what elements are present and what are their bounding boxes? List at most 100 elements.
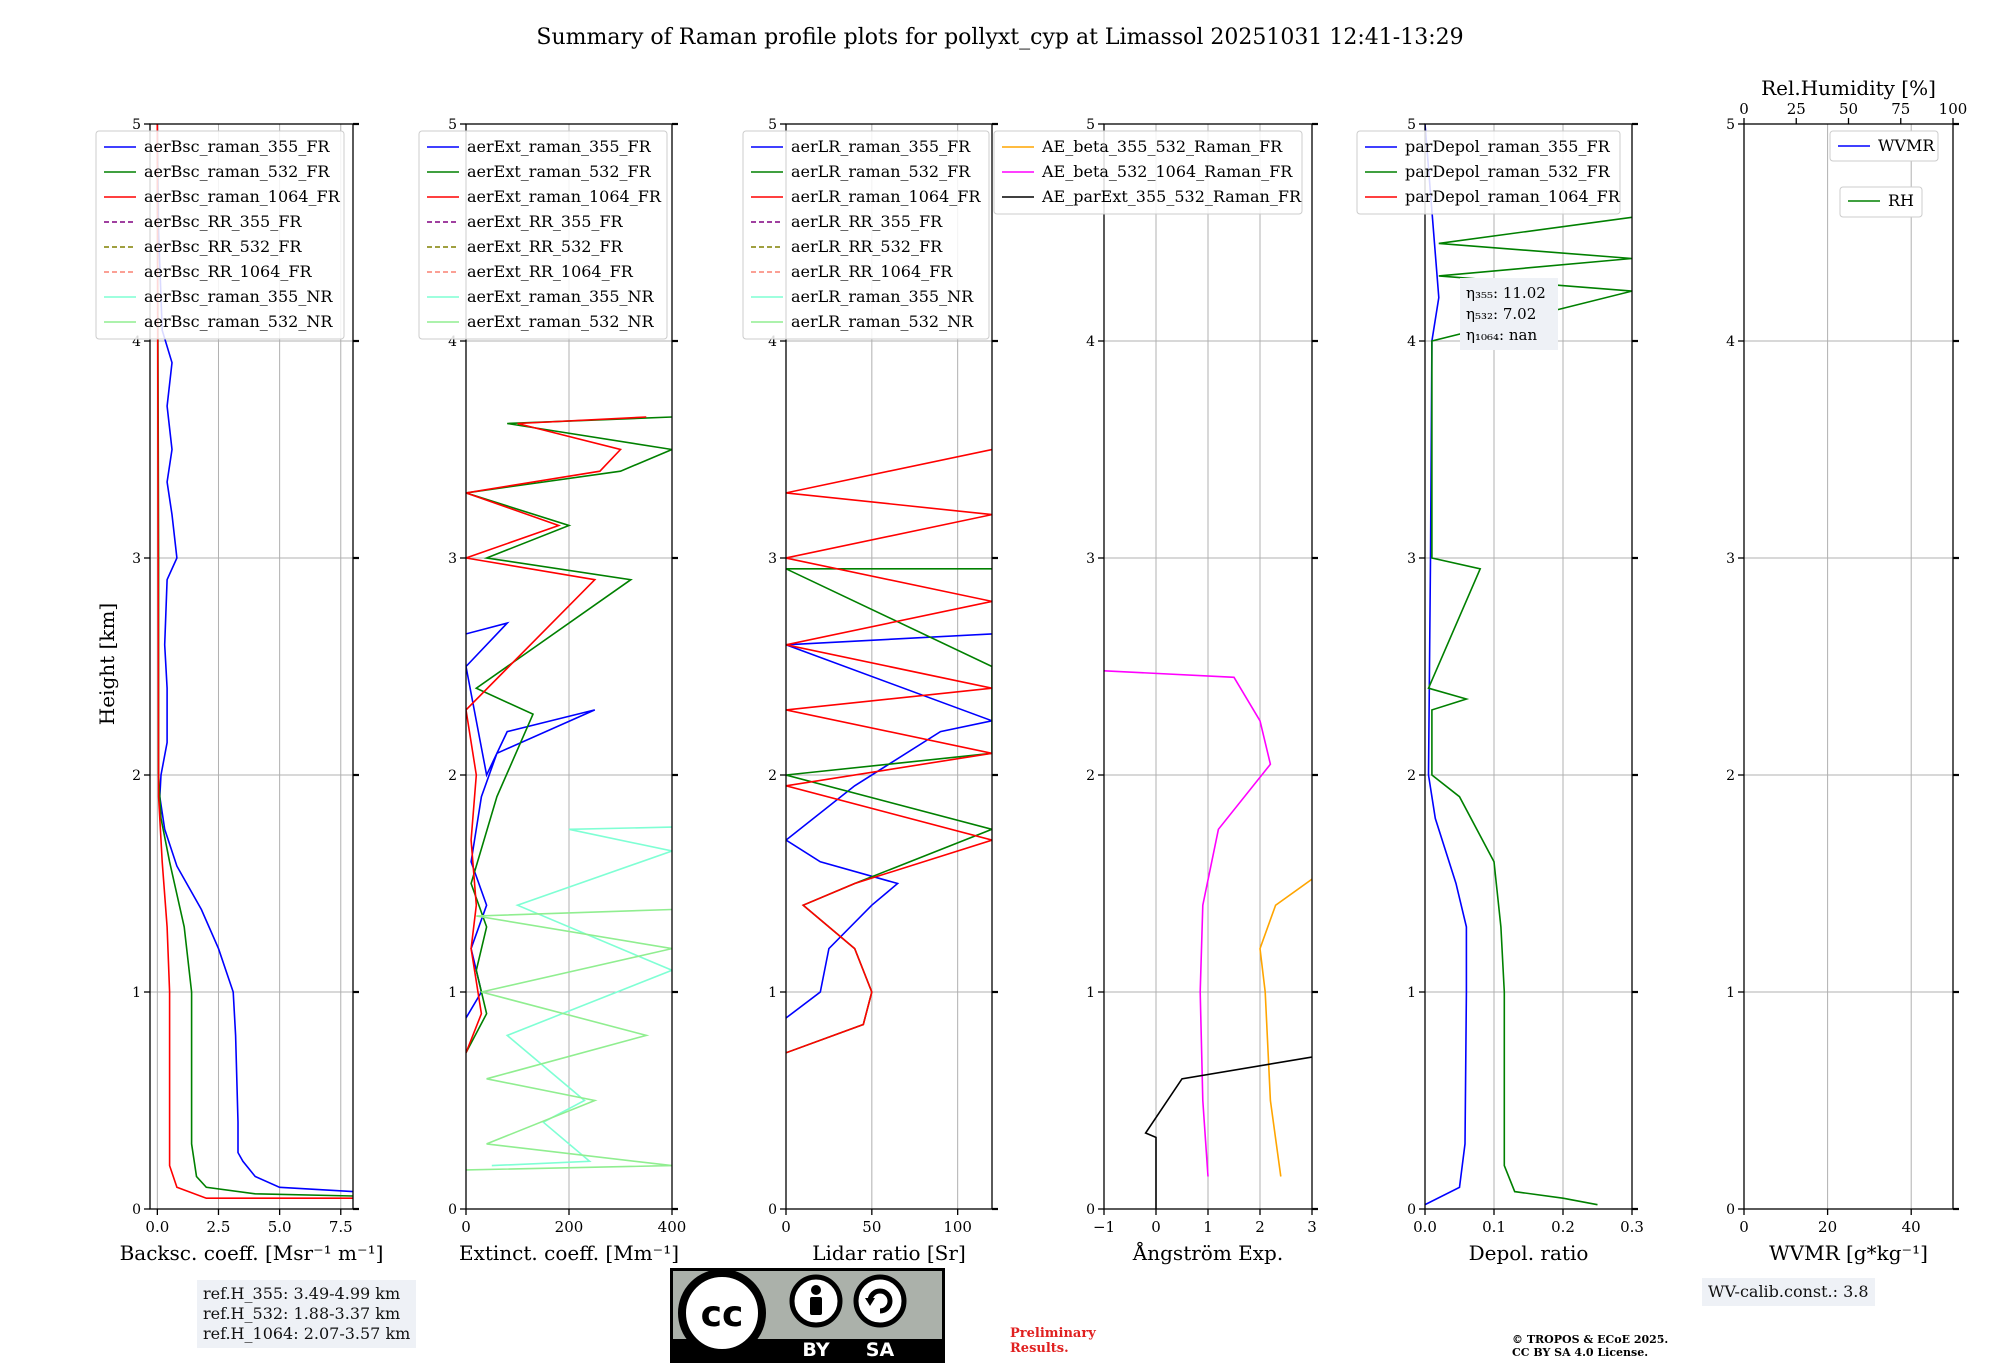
series-line-aerLR_raman_1064_FR bbox=[786, 448, 992, 1054]
series-line-AE_parExt_355_532_Raman_FR bbox=[1144, 1056, 1312, 1209]
by-label: BY bbox=[802, 1339, 829, 1361]
top-x-tick-label: 75 bbox=[1891, 100, 1910, 118]
top-x-tick-label: 0 bbox=[1739, 100, 1749, 118]
legend-label: aerLR_raman_532_NR bbox=[791, 312, 974, 331]
x-tick-label: 0.0 bbox=[145, 1218, 169, 1236]
legend-label: aerLR_raman_1064_FR bbox=[791, 187, 981, 206]
x-axis-label: Extinct. coeff. [Mm⁻¹] bbox=[459, 1241, 679, 1265]
legend-label: aerBsc_raman_355_FR bbox=[144, 137, 330, 156]
x-axis-label: Depol. ratio bbox=[1469, 1241, 1589, 1265]
y-tick-label: 1 bbox=[1086, 985, 1095, 1001]
preliminary-note: Preliminary Results. bbox=[1010, 1326, 1096, 1356]
x-tick-label: 0.3 bbox=[1620, 1218, 1644, 1236]
x-axis-label: Backsc. coeff. [Msr⁻¹ m⁻¹] bbox=[120, 1241, 384, 1265]
y-tick-label: 2 bbox=[1726, 768, 1735, 784]
top-x-tick-label: 50 bbox=[1839, 100, 1858, 118]
series-line-parDepol_raman_532_FR bbox=[1427, 216, 1632, 1206]
top-x-axis-label: Rel.Humidity [%] bbox=[1761, 76, 1936, 100]
legend-label: aerLR_raman_532_FR bbox=[791, 162, 971, 181]
share-alike-icon bbox=[853, 1274, 907, 1328]
plot-frame bbox=[1424, 123, 1633, 1210]
x-tick-label: 200 bbox=[555, 1218, 584, 1236]
x-axis-label: WVMR [g*kg⁻¹] bbox=[1769, 1241, 1928, 1265]
series-line-aerExt_raman_1064_FR bbox=[466, 416, 647, 1054]
share-alike-arrowhead bbox=[865, 1298, 875, 1306]
series-group bbox=[786, 448, 992, 1054]
legend-label: aerLR_raman_355_NR bbox=[791, 287, 974, 306]
series-line-aerLR_raman_532_FR bbox=[786, 568, 992, 1054]
series-line-parDepol_raman_355_FR bbox=[1425, 124, 1468, 1206]
sa-label: SA bbox=[866, 1339, 895, 1361]
legend-label: parDepol_raman_1064_FR bbox=[1405, 187, 1621, 206]
legend-label: RH bbox=[1888, 191, 1914, 210]
eta-annotation: η₁₀₆₄: nan bbox=[1466, 326, 1537, 344]
top-x-tick-label: 100 bbox=[1939, 100, 1968, 118]
legend-label: aerExt_raman_355_FR bbox=[467, 137, 652, 156]
y-tick-label: 1 bbox=[1407, 985, 1416, 1001]
top-x-tick-label: 25 bbox=[1787, 100, 1806, 118]
x-tick-label: 3 bbox=[1307, 1218, 1317, 1236]
legend-label: AE_beta_355_532_Raman_FR bbox=[1041, 137, 1283, 156]
series-line-aerBsc_raman_1064_FR bbox=[156, 124, 353, 1199]
legend-label: aerLR_RR_355_FR bbox=[791, 212, 943, 231]
panel-p2: 0 1 2 3 4 5 0 200 400 Extinct. coeff. [Mm⁻¹] aerEx… bbox=[418, 117, 687, 1265]
y-tick-label: 5 bbox=[768, 117, 777, 133]
x-tick-label: 0.1 bbox=[1482, 1218, 1506, 1236]
plot-frame bbox=[1743, 123, 1954, 1210]
legend-label: aerBsc_RR_1064_FR bbox=[144, 262, 313, 281]
figure-title: Summary of Raman profile plots for polly… bbox=[536, 25, 1463, 50]
y-tick-label: 4 bbox=[132, 334, 141, 350]
y-tick-label: 4 bbox=[448, 334, 457, 350]
x-tick-label: 400 bbox=[658, 1218, 687, 1236]
legend-label: aerBsc_raman_532_NR bbox=[144, 312, 333, 331]
legend-label: aerExt_raman_1064_FR bbox=[467, 187, 662, 206]
series-group bbox=[466, 416, 672, 1171]
y-tick-label: 3 bbox=[1086, 551, 1095, 567]
wv-calib-box: WV-calib.const.: 3.8 bbox=[1702, 1278, 1875, 1306]
series-line-aerExt_raman_532_FR bbox=[466, 416, 672, 1054]
panel-p1: 0 1 2 3 4 5 0.0 2.5 5.0 7.5 Backsc. coeff. [Msr⁻¹ … bbox=[95, 117, 384, 1265]
series-line-aerLR_raman_355_FR bbox=[786, 633, 992, 1019]
series-line-aerExt_raman_532_NR bbox=[466, 908, 672, 1171]
legend-box-wvmr bbox=[1829, 130, 1939, 162]
x-tick-label: 0 bbox=[461, 1218, 471, 1236]
eta-annotation-box bbox=[1460, 278, 1558, 350]
legend-label: AE_parExt_355_532_Raman_FR bbox=[1041, 187, 1302, 206]
legend-label: aerExt_raman_532_NR bbox=[467, 312, 655, 331]
copyright-note: © TROPOS & ECoE 2025. CC BY SA 4.0 Licen… bbox=[1512, 1333, 1668, 1359]
legend-label: aerLR_RR_532_FR bbox=[791, 237, 943, 256]
series-line-AE_beta_355_532_Raman_FR bbox=[1259, 878, 1312, 1177]
x-tick-label: 50 bbox=[862, 1218, 881, 1236]
x-tick-label: 7.5 bbox=[329, 1218, 353, 1236]
legend-label: aerExt_RR_355_FR bbox=[467, 212, 624, 231]
legend-box bbox=[993, 130, 1303, 215]
y-tick-label: 5 bbox=[448, 117, 457, 133]
x-tick-label: 1 bbox=[1203, 1218, 1213, 1236]
attribution-body bbox=[810, 1297, 822, 1315]
x-tick-label: 2.5 bbox=[207, 1218, 231, 1236]
legend-label: aerExt_raman_532_FR bbox=[467, 162, 652, 181]
preliminary-line-2: Results. bbox=[1010, 1341, 1069, 1356]
y-tick-label: 1 bbox=[1726, 985, 1735, 1001]
y-tick-label: 0 bbox=[132, 1202, 141, 1218]
x-tick-label: 0 bbox=[781, 1218, 791, 1236]
plot-frame bbox=[149, 123, 354, 1210]
y-tick-label: 3 bbox=[1726, 551, 1735, 567]
legend-label: aerExt_RR_1064_FR bbox=[467, 262, 634, 281]
y-tick-label: 2 bbox=[1407, 768, 1416, 784]
cc-by-sa-badge: cc BY SA bbox=[670, 1268, 945, 1363]
y-tick-label: 4 bbox=[1726, 334, 1735, 350]
legend-label: parDepol_raman_532_FR bbox=[1405, 162, 1611, 181]
share-alike-arrow bbox=[867, 1288, 893, 1314]
y-tick-label: 2 bbox=[132, 768, 141, 784]
panel-p5: 0 1 2 3 4 5 0.0 0.1 0.2 0.3 Depol. ratio parDepol_r… bbox=[1356, 117, 1644, 1265]
attribution-head bbox=[811, 1285, 821, 1295]
legend-label: aerBsc_RR_355_FR bbox=[144, 212, 302, 231]
y-tick-label: 5 bbox=[1086, 117, 1095, 133]
ref-height-1064: ref.H_1064: 2.07-3.57 km bbox=[203, 1324, 411, 1343]
y-tick-label: 0 bbox=[448, 1202, 457, 1218]
y-tick-label: 5 bbox=[132, 117, 141, 133]
y-tick-label: 1 bbox=[132, 985, 141, 1001]
